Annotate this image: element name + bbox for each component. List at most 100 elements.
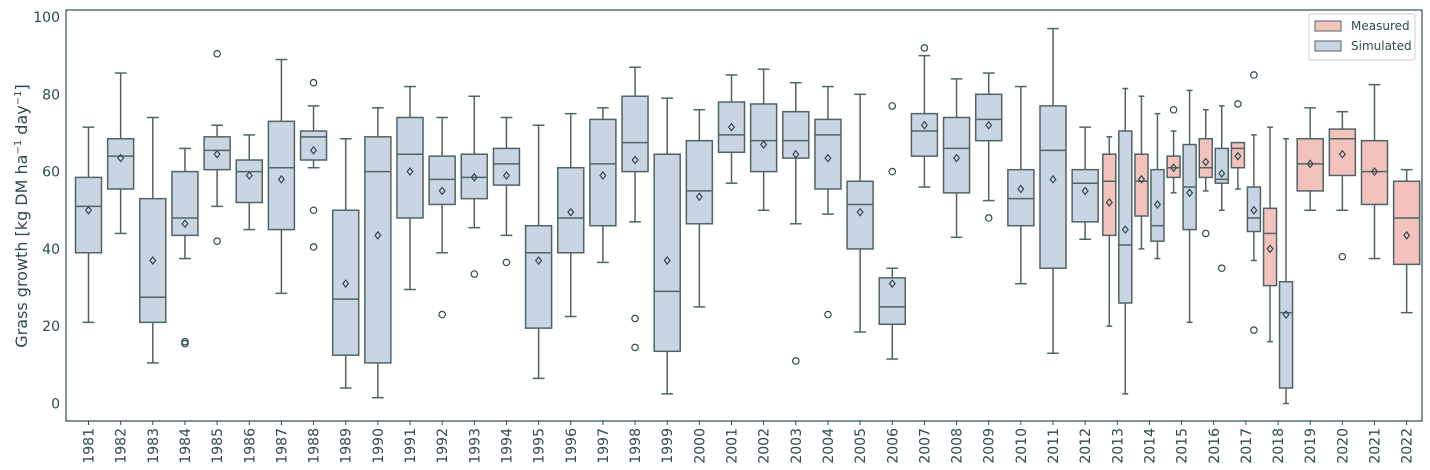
outlier-point xyxy=(631,314,639,323)
mean-marker xyxy=(535,256,543,265)
x-tick-label: 1988 xyxy=(307,428,323,464)
legend-swatch-measured xyxy=(1314,20,1342,32)
mean-marker xyxy=(1105,198,1113,207)
mean-marker xyxy=(1403,230,1411,240)
legend-label-measured: Measured xyxy=(1351,19,1410,33)
x-tick-label: 2013 xyxy=(1110,428,1126,464)
boxes-layer xyxy=(74,27,1421,405)
legend-swatch-simulated xyxy=(1314,40,1342,52)
x-tick-label: 2010 xyxy=(1014,428,1030,464)
x-tick-label: 2009 xyxy=(982,428,998,464)
box-simulated-1994 xyxy=(492,116,521,267)
x-tick-label: 1990 xyxy=(371,428,387,464)
box-simulated-1984 xyxy=(171,147,199,348)
mean-marker xyxy=(792,149,800,159)
mean-marker xyxy=(1186,188,1194,198)
outlier-point xyxy=(470,270,479,278)
box-simulated-2003 xyxy=(782,81,810,365)
iqr-box xyxy=(460,153,489,200)
iqr-box xyxy=(621,95,649,173)
box-simulated-2005 xyxy=(846,93,874,333)
box-simulated-2002 xyxy=(749,68,778,211)
y-axis-title: Grass growth [kg DM ha−1 day−1] xyxy=(12,84,31,347)
box-simulated-1996 xyxy=(557,112,585,318)
box-simulated-1981 xyxy=(74,126,103,324)
mean-marker xyxy=(1338,149,1346,159)
x-tick-label: 1985 xyxy=(210,428,226,464)
legend: Measured Simulated xyxy=(1308,13,1416,61)
mean-marker xyxy=(1153,199,1162,209)
iqr-box xyxy=(1039,105,1067,269)
box-simulated-1991 xyxy=(396,85,424,291)
outlier-point xyxy=(502,258,511,267)
iqr-box xyxy=(396,116,424,219)
y-tick-label: 80 xyxy=(42,87,60,103)
box-simulated-1999 xyxy=(653,97,681,395)
x-tick-label: 2012 xyxy=(1078,428,1094,464)
mean-marker xyxy=(1017,184,1025,194)
box-measured-2014 xyxy=(1134,95,1149,250)
iqr-box xyxy=(1214,147,1229,184)
mean-marker xyxy=(1137,174,1146,184)
iqr-box xyxy=(235,159,263,204)
box-measured-2018 xyxy=(1262,126,1278,343)
iqr-box xyxy=(878,277,906,326)
mean-marker xyxy=(1170,163,1178,173)
mean-marker xyxy=(1370,167,1379,177)
x-tick-label: 2005 xyxy=(853,428,869,464)
mean-marker xyxy=(406,167,414,177)
x-tick-label: 2022 xyxy=(1400,428,1416,464)
x-tick-label: 2008 xyxy=(950,428,966,464)
box-simulated-2017 xyxy=(1246,71,1262,334)
mean-marker xyxy=(502,171,511,180)
box-simulated-1995 xyxy=(524,124,553,380)
x-tick-label: 1994 xyxy=(499,428,515,464)
box-simulated-2011 xyxy=(1039,27,1067,355)
outlier-point xyxy=(920,44,929,52)
x-tick-label: 1998 xyxy=(628,428,644,464)
mean-marker xyxy=(727,122,736,132)
x-tick-label: 2016 xyxy=(1207,428,1223,464)
mean-marker xyxy=(1266,244,1274,254)
box-simulated-1998 xyxy=(621,66,649,352)
box-measured-2021 xyxy=(1360,83,1389,260)
x-tick-label: 1991 xyxy=(403,428,419,464)
box-measured-2013 xyxy=(1102,136,1117,327)
box-simulated-1990 xyxy=(364,107,392,399)
iqr-box xyxy=(1071,168,1099,223)
mean-marker xyxy=(888,279,896,289)
iqr-box xyxy=(331,209,360,356)
outlier-point xyxy=(631,343,639,352)
box-simulated-2015 xyxy=(1182,89,1197,324)
iqr-box xyxy=(1246,186,1262,233)
box-simulated-2000 xyxy=(685,109,714,308)
box-simulated-2014 xyxy=(1150,112,1165,260)
x-tick-label: 1999 xyxy=(660,428,676,464)
mean-marker xyxy=(856,207,864,217)
x-tick-label: 2004 xyxy=(821,428,837,464)
x-tick-label: 2003 xyxy=(789,428,805,464)
x-tick-label: 1981 xyxy=(82,428,98,464)
mean-marker xyxy=(985,120,993,130)
mean-marker xyxy=(1121,225,1129,235)
iqr-box xyxy=(974,93,1003,142)
iqr-box xyxy=(685,139,714,225)
mean-marker xyxy=(760,140,768,150)
box-simulated-1989 xyxy=(331,137,360,389)
box-simulated-1983 xyxy=(139,116,167,364)
box-simulated-2008 xyxy=(942,78,971,239)
box-simulated-2004 xyxy=(814,85,842,319)
mean-marker xyxy=(1081,186,1089,196)
outlier-point xyxy=(888,167,897,176)
y-axis-ticks: 0 20 40 60 80 100 xyxy=(33,10,60,413)
box-measured-2020 xyxy=(1328,110,1357,261)
x-tick-label: 2006 xyxy=(885,428,901,464)
outlier-point xyxy=(309,243,318,251)
iqr-box xyxy=(717,101,746,154)
x-tick-label: 2017 xyxy=(1239,428,1255,464)
mean-marker xyxy=(245,171,253,180)
mean-marker xyxy=(920,120,928,130)
box-measured-2022 xyxy=(1392,168,1421,314)
iqr-box xyxy=(106,137,135,190)
